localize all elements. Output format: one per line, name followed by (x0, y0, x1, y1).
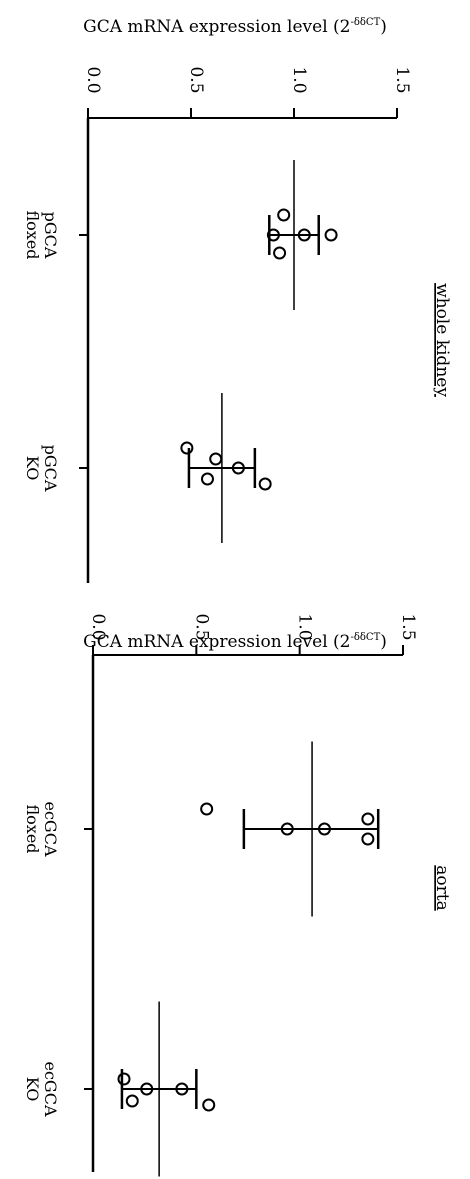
group-1: ecGCAfloxed (23, 741, 380, 917)
chart-panel-2: GCA mRNA expression level (2-δδCT)0.0 0.5… (23, 613, 452, 1177)
data-point-2 (209, 452, 223, 466)
data-point-2 (280, 822, 294, 836)
tissue-annotation: aorta (432, 865, 452, 910)
data-point-5 (361, 832, 375, 846)
group-2: ecGCAKO (23, 1001, 216, 1177)
data-point-5 (202, 1098, 216, 1112)
category-label-line-2: KO (23, 456, 42, 481)
category-label-line-1: ecGCA (41, 801, 60, 856)
data-point-2 (266, 228, 280, 242)
data-point-3 (297, 228, 311, 242)
group-2: pGCAKO (23, 393, 272, 543)
data-point-2 (125, 1094, 139, 1108)
data-point-3 (317, 822, 331, 836)
y-axis-label-text: GCA mRNA expression level (2 (83, 17, 350, 37)
y-axis-label-text: GCA mRNA expression level (2 (83, 632, 350, 652)
y-tick-label-1: 0.5 (191, 613, 211, 640)
category-label-line-1: pGCA (41, 212, 60, 259)
tissue-annotation: whole kidney (432, 283, 452, 397)
category-label: ecGCAfloxed (23, 801, 60, 856)
category-label-line-2: floxed (23, 804, 42, 853)
y-axis-label-close: ) (380, 632, 387, 652)
y-tick-label-3: 1.5 (398, 613, 418, 640)
y-tick-label-1: 0.5 (186, 66, 206, 93)
y-tick-label-0: 0.0 (83, 66, 103, 93)
y-tick-label-2: 1.0 (295, 613, 315, 640)
data-point-1 (117, 1072, 131, 1086)
y-axis-label: GCA mRNA expression level (2-δδCT) (83, 17, 387, 37)
data-point-1 (200, 802, 214, 816)
data-point-4 (231, 461, 245, 475)
category-label: ecGCAKO (23, 1061, 60, 1116)
y-axis-label: GCA mRNA expression level (2-δδCT) (83, 632, 387, 652)
chart-panel-1: GCA mRNA expression level (2-δδCT) 0.0 0.5… (23, 17, 452, 583)
category-label-line-2: KO (23, 1077, 42, 1102)
category-label-line-1: ecGCA (41, 1061, 60, 1116)
data-point-5 (258, 477, 272, 491)
y-axis-label-superscript: -δδCT (351, 17, 381, 28)
y-tick-label-2: 1.0 (289, 66, 309, 93)
data-point-5 (273, 246, 287, 260)
data-point-1 (180, 441, 194, 455)
data-point-3 (140, 1082, 154, 1096)
data-point-4 (324, 228, 338, 242)
category-label-line-1: pGCA (41, 445, 60, 492)
data-point-4 (361, 812, 375, 826)
category-label: pGCAKO (23, 445, 60, 492)
y-tick-label-3: 1.5 (392, 66, 412, 93)
group-1: pGCAfloxed (23, 160, 338, 310)
y-axis-label-close: ) (380, 17, 387, 37)
y-tick-label-0: 0.0 (88, 613, 108, 640)
y-axis-label-superscript: -δδCT (351, 632, 381, 643)
category-label: pGCAfloxed (23, 210, 60, 259)
data-point-4 (175, 1082, 189, 1096)
category-label-line-2: floxed (23, 210, 42, 259)
data-point-3 (200, 472, 214, 486)
data-point-1 (277, 208, 291, 222)
